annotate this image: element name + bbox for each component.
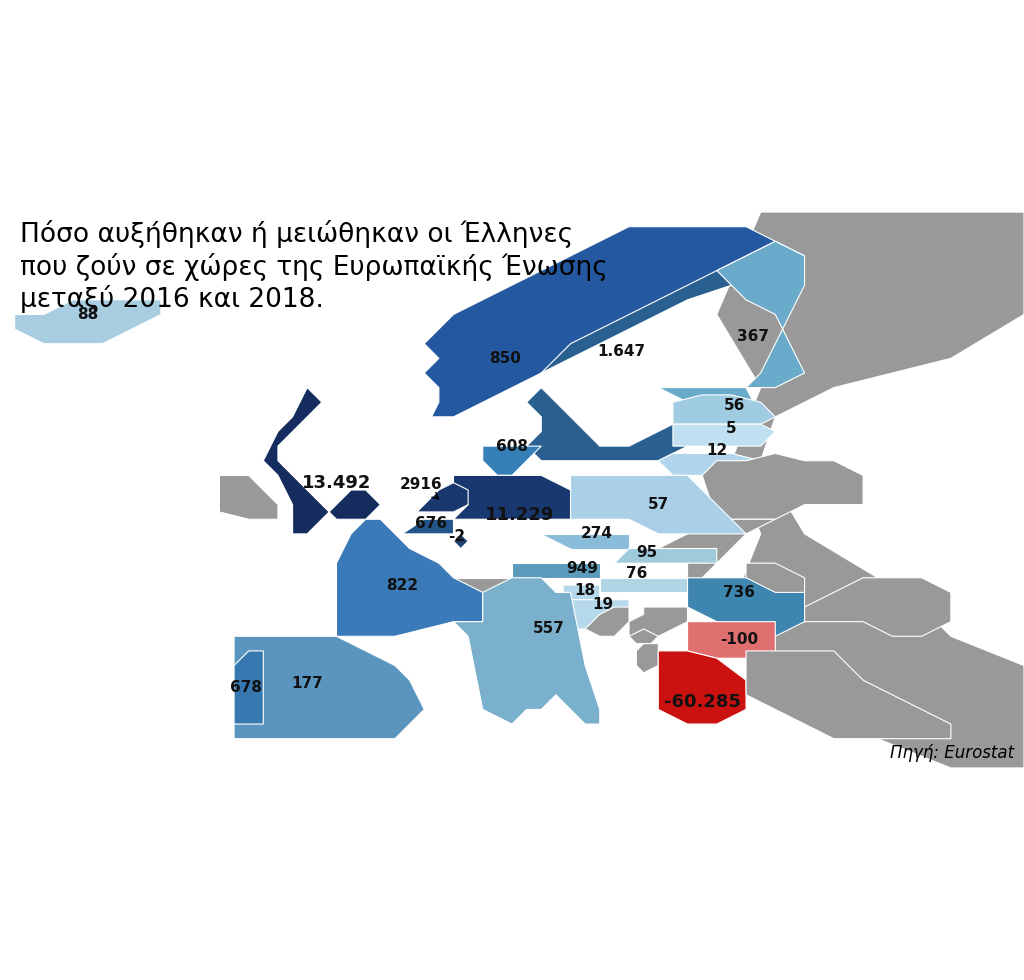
Polygon shape (234, 636, 424, 739)
Text: 850: 850 (488, 351, 520, 366)
Text: 13.492: 13.492 (302, 473, 371, 492)
Text: 557: 557 (532, 621, 564, 636)
Polygon shape (454, 578, 600, 724)
Text: 2916: 2916 (400, 476, 442, 499)
Polygon shape (542, 534, 629, 549)
Polygon shape (337, 519, 482, 636)
Text: 1.647: 1.647 (598, 344, 646, 359)
Polygon shape (658, 241, 805, 431)
Text: 736: 736 (723, 585, 755, 600)
Polygon shape (636, 644, 658, 673)
Text: 88: 88 (77, 307, 98, 322)
Polygon shape (219, 475, 278, 519)
Polygon shape (454, 578, 512, 592)
Text: 95: 95 (636, 546, 657, 561)
Polygon shape (526, 241, 775, 461)
Polygon shape (658, 651, 687, 665)
Text: 367: 367 (737, 329, 769, 344)
Polygon shape (673, 424, 775, 446)
Polygon shape (556, 600, 629, 629)
Polygon shape (14, 300, 161, 344)
Polygon shape (614, 549, 717, 564)
Text: 56: 56 (724, 398, 745, 413)
Text: 19: 19 (592, 597, 613, 612)
Polygon shape (717, 212, 1024, 768)
Polygon shape (702, 454, 863, 519)
Polygon shape (234, 651, 263, 724)
Text: Πηγή: Eurostat: Πηγή: Eurostat (890, 745, 1014, 762)
Polygon shape (563, 585, 600, 600)
Text: Πόσο αυξήθηκαν ή μειώθηκαν οι Έλληνες
που ζούν σε χώρες της Ευρωπαϊκής Ένωσης
με: Πόσο αυξήθηκαν ή μειώθηκαν οι Έλληνες πο… (20, 220, 608, 314)
Text: 11.229: 11.229 (484, 506, 554, 524)
Polygon shape (600, 578, 717, 592)
Polygon shape (482, 446, 542, 475)
Polygon shape (263, 388, 380, 534)
Polygon shape (424, 226, 805, 416)
Text: 12: 12 (707, 443, 727, 458)
Text: 274: 274 (581, 526, 612, 541)
Text: 822: 822 (386, 577, 419, 593)
Text: 18: 18 (574, 583, 596, 599)
Polygon shape (658, 519, 951, 636)
Polygon shape (687, 621, 775, 659)
Polygon shape (687, 578, 805, 636)
Polygon shape (629, 607, 687, 636)
Polygon shape (585, 607, 629, 636)
Text: 177: 177 (291, 675, 324, 691)
Text: 5: 5 (726, 421, 736, 436)
Polygon shape (746, 564, 805, 607)
Text: 676: 676 (416, 516, 447, 531)
Text: -2: -2 (447, 529, 465, 544)
Text: 76: 76 (626, 565, 647, 581)
Text: 608: 608 (496, 439, 528, 454)
Polygon shape (417, 483, 468, 512)
Polygon shape (402, 519, 454, 534)
Polygon shape (746, 651, 951, 739)
Text: 678: 678 (229, 680, 262, 695)
Polygon shape (512, 564, 600, 578)
Polygon shape (454, 534, 468, 549)
Polygon shape (673, 395, 775, 424)
Text: 57: 57 (647, 497, 669, 513)
Polygon shape (570, 475, 746, 534)
Polygon shape (658, 454, 761, 475)
Text: 949: 949 (566, 562, 598, 576)
Polygon shape (629, 629, 658, 644)
Polygon shape (454, 475, 570, 519)
Polygon shape (658, 651, 746, 724)
Text: -100: -100 (720, 632, 758, 647)
Text: -60.285: -60.285 (664, 693, 740, 711)
